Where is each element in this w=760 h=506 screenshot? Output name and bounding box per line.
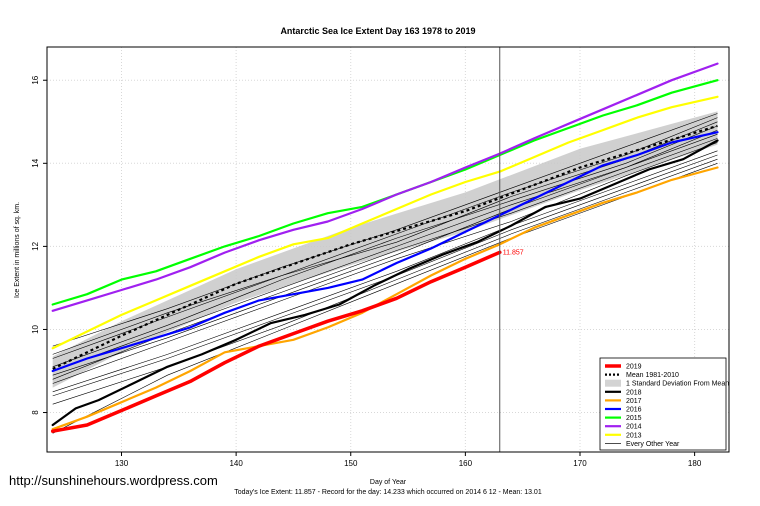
std-band	[52, 111, 718, 388]
legend-label: 2018	[626, 389, 642, 396]
y-tick-label: 16	[31, 75, 40, 84]
other-year-line	[52, 113, 718, 347]
series-layer	[50, 62, 719, 433]
y-tick-label: 10	[31, 324, 40, 333]
x-tick-label: 130	[115, 459, 129, 468]
legend-label: 1 Standard Deviation From Mean	[626, 381, 729, 388]
series-line-2014	[51, 62, 719, 312]
other-year-line	[52, 142, 718, 384]
std-band-layer	[52, 111, 718, 388]
y-tick-label: 14	[31, 158, 40, 167]
series-line-2013	[51, 95, 719, 350]
x-tick-label: 180	[688, 459, 702, 468]
series-line-2016	[51, 131, 719, 373]
current-value-label: 11.857	[503, 249, 524, 256]
x-axis-label: Day of Year	[370, 479, 407, 486]
legend-label: Every Other Year	[626, 441, 680, 448]
legend-label: 2017	[626, 398, 642, 405]
website-url[interactable]: http://sunshinehours.wordpress.com	[9, 473, 218, 488]
other-year-line	[52, 117, 718, 355]
other-year-line	[52, 125, 718, 368]
legend-label: Mean 1981-2010	[626, 372, 679, 379]
mean-line	[52, 124, 718, 370]
legend-swatch	[605, 379, 621, 387]
y-tick-label: 12	[31, 241, 40, 250]
other-year-line	[52, 133, 718, 376]
legend-label: 2013	[626, 432, 642, 439]
legend-label: 2016	[626, 407, 642, 414]
chart-title: Antarctic Sea Ice Extent Day 163 1978 to…	[280, 26, 475, 36]
x-tick-label: 150	[344, 459, 358, 468]
plot-frame	[46, 46, 730, 453]
x-tick-label: 170	[573, 459, 587, 468]
series-line-2019	[50, 250, 502, 433]
other-year-line	[52, 150, 718, 393]
y-axis-ticks: 8 10 12 14 16	[31, 75, 47, 415]
series-line-2018	[51, 139, 719, 427]
x-tick-label: 140	[229, 459, 243, 468]
legend-label: 2019	[626, 364, 642, 371]
series-line-2015	[51, 79, 719, 306]
legend-label: 2015	[626, 415, 642, 422]
chart-footer: Today's Ice Extent: 11.857 - Record for …	[234, 489, 542, 496]
legend-label: 2014	[626, 424, 642, 431]
x-axis-ticks: 130 140 150 160 170 180	[115, 452, 702, 468]
x-tick-label: 160	[459, 459, 473, 468]
y-axis-label: Ice Extent in millions of sq. km.	[14, 202, 21, 298]
y-tick-label: 8	[31, 410, 40, 415]
